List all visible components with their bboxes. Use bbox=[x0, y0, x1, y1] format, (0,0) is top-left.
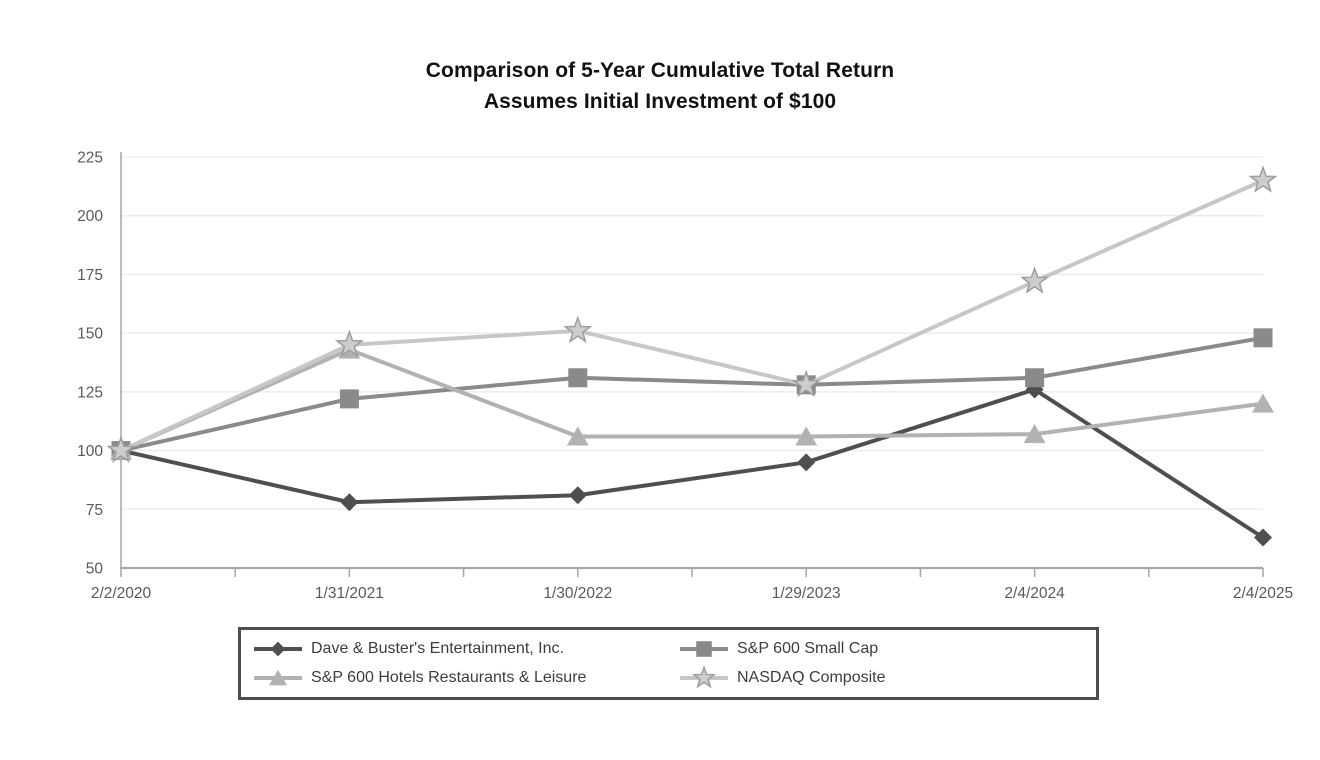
diamond-icon bbox=[797, 453, 816, 472]
chart-title-line1: Comparison of 5-Year Cumulative Total Re… bbox=[425, 59, 895, 82]
diamond-icon bbox=[270, 641, 286, 657]
y-tick-label: 125 bbox=[77, 384, 103, 401]
square-icon bbox=[680, 641, 728, 657]
legend-item-nasdaq: NASDAQ Composite bbox=[680, 665, 1096, 692]
legend-label: S&P 600 Small Cap bbox=[737, 640, 879, 657]
square-icon bbox=[568, 368, 588, 388]
y-tick-label: 175 bbox=[77, 267, 103, 284]
chart-title: Comparison of 5-Year Cumulative Total Re… bbox=[0, 55, 1320, 117]
y-tick-label: 50 bbox=[86, 561, 104, 578]
x-tick-label: 2/4/2024 bbox=[1004, 585, 1065, 602]
star-icon bbox=[791, 369, 821, 398]
star-icon bbox=[563, 315, 593, 344]
triangle-icon bbox=[268, 669, 288, 686]
star-icon bbox=[680, 666, 728, 689]
diamond-icon bbox=[340, 493, 359, 512]
x-tick-label: 1/31/2021 bbox=[315, 585, 384, 602]
square-icon bbox=[1253, 328, 1273, 348]
x-tick-label: 2/4/2025 bbox=[1233, 585, 1293, 602]
legend-item-sp600-hotels: S&P 600 Hotels Restaurants & Leisure bbox=[254, 665, 680, 692]
square-icon bbox=[1025, 368, 1045, 388]
series-line-3 bbox=[120, 178, 1264, 453]
star-icon bbox=[1248, 165, 1278, 193]
legend-item-dave-busters: Dave & Buster's Entertainment, Inc. bbox=[254, 636, 680, 663]
triangle-icon bbox=[1252, 393, 1274, 413]
y-tick-label: 225 bbox=[77, 150, 103, 167]
x-tick-label: 1/29/2023 bbox=[772, 585, 841, 602]
diamond-icon bbox=[254, 641, 302, 657]
triangle-icon bbox=[795, 426, 818, 446]
star-icon bbox=[334, 329, 364, 358]
x-tick-label: 2/2/2020 bbox=[91, 585, 152, 602]
series-line-0 bbox=[120, 387, 1265, 540]
diamond-icon bbox=[568, 486, 587, 505]
series-line-1 bbox=[120, 335, 1264, 453]
y-tick-label: 200 bbox=[77, 208, 103, 225]
legend-label: S&P 600 Hotels Restaurants & Leisure bbox=[311, 669, 587, 686]
star-icon bbox=[106, 435, 136, 463]
diamond-icon bbox=[1254, 528, 1272, 547]
star-icon bbox=[1020, 266, 1050, 294]
series-line-2 bbox=[120, 347, 1264, 453]
triangle-icon bbox=[566, 426, 589, 446]
triangle-icon bbox=[254, 669, 302, 686]
triangle-icon bbox=[1023, 424, 1046, 444]
x-tick-label: 1/30/2022 bbox=[543, 585, 612, 602]
square-icon bbox=[339, 389, 359, 409]
star-icon bbox=[691, 666, 717, 689]
square-icon bbox=[696, 641, 712, 657]
legend: Dave & Buster's Entertainment, Inc. S&P … bbox=[238, 627, 1099, 700]
chart-title-line2: Assumes Initial Investment of $100 bbox=[483, 90, 837, 113]
y-tick-label: 150 bbox=[77, 326, 103, 343]
legend-label: Dave & Buster's Entertainment, Inc. bbox=[311, 640, 564, 657]
legend-label: NASDAQ Composite bbox=[737, 669, 886, 686]
y-tick-label: 75 bbox=[86, 502, 103, 519]
legend-item-sp600-small-cap: S&P 600 Small Cap bbox=[680, 636, 1096, 663]
y-tick-label: 100 bbox=[77, 443, 103, 460]
